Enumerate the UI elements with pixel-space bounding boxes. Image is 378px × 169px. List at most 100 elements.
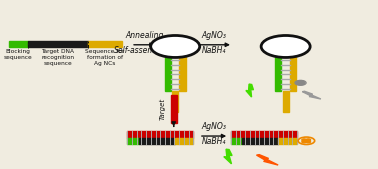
Point — [144, 130, 149, 132]
Bar — [275, 57, 282, 91]
Text: NaBH₄: NaBH₄ — [202, 46, 226, 55]
Bar — [282, 91, 289, 112]
Bar — [127, 138, 139, 144]
Point — [169, 73, 174, 75]
Circle shape — [151, 35, 200, 57]
Point — [169, 68, 174, 70]
Point — [130, 130, 134, 132]
Text: Blocking
sequence: Blocking sequence — [4, 49, 33, 60]
Bar — [179, 57, 186, 91]
Point — [169, 64, 174, 66]
Point — [252, 130, 257, 132]
Polygon shape — [246, 84, 253, 97]
Point — [186, 130, 191, 132]
Point — [85, 47, 90, 49]
Point — [181, 143, 186, 145]
Point — [276, 130, 280, 132]
Point — [295, 130, 299, 132]
Bar — [28, 41, 88, 47]
Point — [177, 88, 181, 90]
Point — [285, 143, 290, 145]
Bar — [279, 138, 297, 144]
Point — [169, 88, 174, 90]
Point — [288, 73, 292, 75]
Polygon shape — [302, 91, 321, 99]
Point — [149, 143, 153, 145]
Point — [177, 143, 181, 145]
Point — [85, 40, 90, 42]
Point — [177, 73, 181, 75]
Circle shape — [296, 81, 305, 85]
Point — [181, 130, 186, 132]
Point — [290, 130, 294, 132]
Point — [276, 143, 280, 145]
Circle shape — [302, 139, 307, 141]
Point — [266, 130, 271, 132]
Point — [279, 78, 284, 80]
Bar — [9, 41, 28, 47]
Point — [262, 130, 266, 132]
Bar — [127, 131, 193, 138]
Point — [229, 143, 233, 145]
Point — [130, 143, 134, 145]
Point — [158, 143, 163, 145]
Point — [177, 130, 181, 132]
Point — [177, 83, 181, 85]
Polygon shape — [224, 149, 232, 164]
Point — [238, 130, 243, 132]
Point — [288, 59, 292, 61]
Point — [271, 130, 276, 132]
Point — [172, 130, 177, 132]
Point — [125, 130, 130, 132]
Point — [125, 143, 130, 145]
Bar — [290, 57, 296, 91]
Point — [252, 143, 257, 145]
Point — [288, 83, 292, 85]
Bar — [231, 138, 242, 144]
Point — [288, 64, 292, 66]
Point — [167, 130, 172, 132]
Point — [177, 68, 181, 70]
Point — [238, 143, 243, 145]
Point — [285, 130, 290, 132]
Point — [266, 143, 271, 145]
Point — [295, 143, 299, 145]
Point — [191, 143, 195, 145]
Point — [169, 59, 174, 61]
Bar — [165, 57, 171, 91]
Point — [279, 83, 284, 85]
Point — [288, 68, 292, 70]
Text: Self-assembling: Self-assembling — [114, 46, 175, 55]
Point — [135, 143, 139, 145]
Point — [163, 143, 167, 145]
Point — [279, 88, 284, 90]
Bar — [242, 138, 279, 144]
Bar — [139, 138, 175, 144]
Circle shape — [302, 141, 307, 143]
Point — [290, 143, 294, 145]
Point — [248, 130, 252, 132]
Point — [191, 130, 195, 132]
Point — [169, 83, 174, 85]
Point — [288, 78, 292, 80]
Point — [177, 59, 181, 61]
Bar — [231, 131, 297, 138]
Point — [248, 143, 252, 145]
Bar — [88, 41, 122, 47]
Text: Annealing: Annealing — [125, 31, 163, 40]
Point — [177, 78, 181, 80]
Point — [257, 143, 262, 145]
Point — [172, 143, 177, 145]
Point — [139, 130, 144, 132]
Point — [243, 130, 247, 132]
Point — [243, 143, 247, 145]
Text: Target DNA
recognition
sequence: Target DNA recognition sequence — [41, 49, 74, 66]
Point — [234, 130, 238, 132]
Point — [139, 143, 144, 145]
Text: Target: Target — [160, 98, 166, 120]
Point — [169, 78, 174, 80]
Point — [153, 143, 158, 145]
Polygon shape — [257, 155, 278, 165]
Point — [279, 73, 284, 75]
Point — [234, 143, 238, 145]
